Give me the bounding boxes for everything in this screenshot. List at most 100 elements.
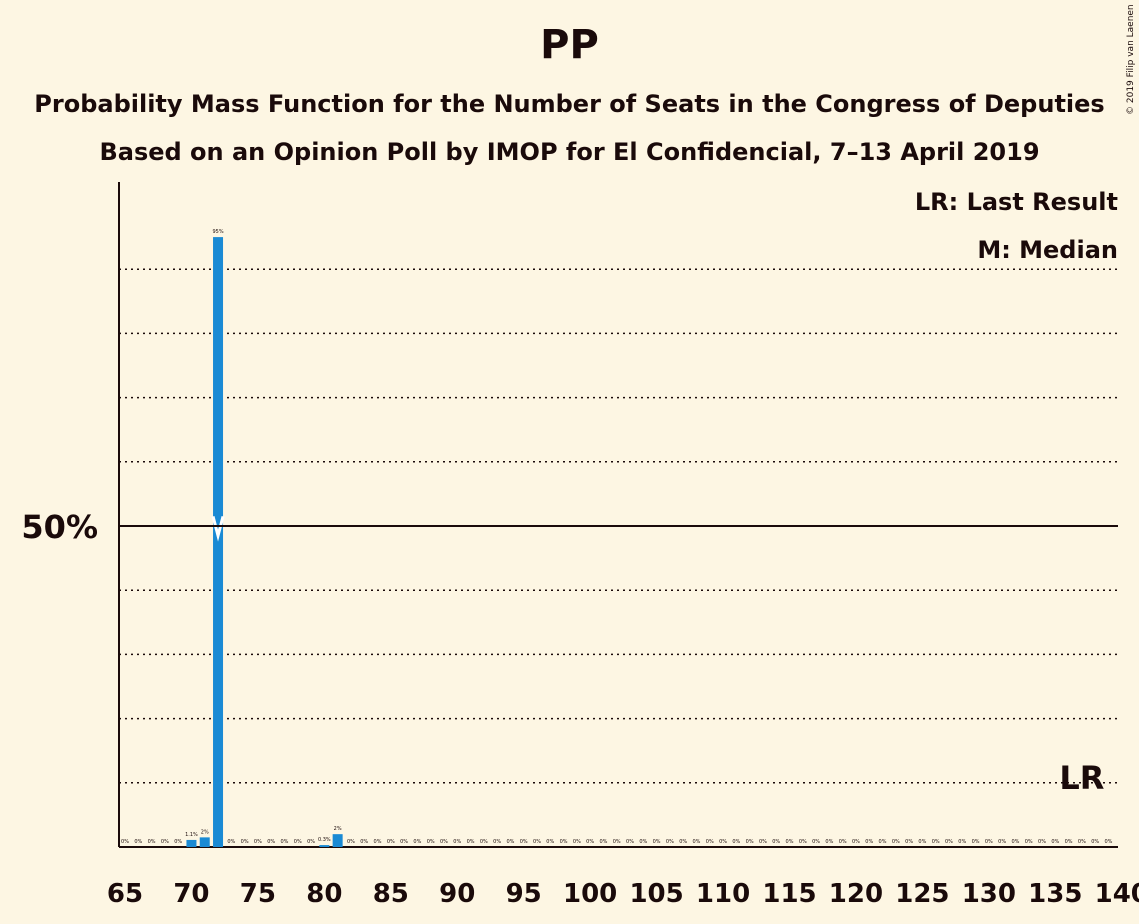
bar-label: 0%: [241, 839, 249, 845]
bar-label: 0%: [254, 839, 262, 845]
bar-label: 0%: [865, 839, 873, 845]
bar-label: 0%: [613, 839, 621, 845]
bar-label: 0%: [294, 839, 302, 845]
bar-label: 0%: [732, 839, 740, 845]
chart-subtitle: Probability Mass Function for the Number…: [34, 90, 1105, 118]
x-tick-label: 80: [306, 879, 342, 909]
bar-label: 0%: [347, 839, 355, 845]
bar-label: 0%: [533, 839, 541, 845]
x-tick-label: 115: [762, 879, 816, 909]
legend-last-result: LR: Last Result: [915, 188, 1118, 216]
bar-label: 0%: [360, 839, 368, 845]
bar: [319, 845, 330, 847]
bar: [199, 837, 210, 847]
bar-label: 0%: [746, 839, 754, 845]
bar-label: 0%: [546, 839, 554, 845]
x-tick-label: 90: [439, 879, 475, 909]
bar-label: 0%: [932, 839, 940, 845]
bar-label: 0%: [506, 839, 514, 845]
bar-label: 0%: [985, 839, 993, 845]
bar-label: 0%: [958, 839, 966, 845]
bar-label: 2%: [201, 829, 209, 835]
bar-label: 0%: [493, 839, 501, 845]
bar-label: 0%: [666, 839, 674, 845]
bar-label: 0%: [1065, 839, 1073, 845]
x-tick-label: 140: [1095, 879, 1139, 909]
bar-label: 0%: [227, 839, 235, 845]
bar-label: 0%: [892, 839, 900, 845]
bar-label: 0%: [1051, 839, 1059, 845]
bar-label: 0%: [400, 839, 408, 845]
bar-label: 0%: [679, 839, 687, 845]
bar-label: 0%: [639, 839, 647, 845]
last-result-marker: LR: [1059, 759, 1104, 797]
x-tick-label: 75: [240, 879, 276, 909]
bar-label: 0%: [281, 839, 289, 845]
bar-label: 0%: [918, 839, 926, 845]
x-tick-label: 85: [373, 879, 409, 909]
x-tick-label: 95: [506, 879, 542, 909]
legend-median: M: Median: [977, 236, 1118, 264]
bar-label: 0%: [1078, 839, 1086, 845]
bar-label: 0%: [453, 839, 461, 845]
y-tick-label: 50%: [21, 508, 98, 546]
bar-label: 0%: [839, 839, 847, 845]
bar-label: 2%: [334, 826, 342, 832]
bar-label: 0%: [972, 839, 980, 845]
bar-label: 0%: [387, 839, 395, 845]
bar: [186, 839, 197, 847]
chart-title: PP: [540, 22, 599, 68]
bar-label: 0%: [374, 839, 382, 845]
bar-label: 0%: [480, 839, 488, 845]
bar-label: 0%: [1025, 839, 1033, 845]
bar-label: 0%: [772, 839, 780, 845]
bar-label: 0%: [759, 839, 767, 845]
bar-label: 0%: [1038, 839, 1046, 845]
bar-label: 0%: [812, 839, 820, 845]
bar-label: 0.3%: [318, 837, 331, 843]
bar-label: 0%: [560, 839, 568, 845]
bar-label: 0%: [307, 839, 315, 845]
bar-label: 0%: [653, 839, 661, 845]
bar-label: 0%: [706, 839, 714, 845]
bar-label: 0%: [520, 839, 528, 845]
bar-label: 0%: [161, 839, 169, 845]
bar-label: 0%: [586, 839, 594, 845]
bar-label: 0%: [693, 839, 701, 845]
bar-label: 0%: [121, 839, 129, 845]
bar-label: 0%: [599, 839, 607, 845]
bar-label: 0%: [1091, 839, 1099, 845]
bar-label: 95%: [212, 229, 223, 235]
bar-label: 0%: [852, 839, 860, 845]
bar: [332, 834, 343, 847]
bar-label: 0%: [1104, 839, 1112, 845]
bar-label: 0%: [413, 839, 421, 845]
x-tick-label: 135: [1028, 879, 1082, 909]
x-tick-label: 100: [563, 879, 617, 909]
bar-label: 0%: [573, 839, 581, 845]
chart-subtitle-source: Based on an Opinion Poll by IMOP for El …: [99, 138, 1040, 166]
x-tick-label: 130: [962, 879, 1016, 909]
bar-label: 0%: [998, 839, 1006, 845]
bar-label: 0%: [134, 839, 142, 845]
bar-label: 0%: [799, 839, 807, 845]
x-tick-label: 110: [696, 879, 750, 909]
bar-label: 0%: [467, 839, 475, 845]
bar-label: 0%: [879, 839, 887, 845]
bar-label: 0%: [440, 839, 448, 845]
bar-label: 0%: [148, 839, 156, 845]
bar-label: 0%: [786, 839, 794, 845]
bar-label: 0%: [825, 839, 833, 845]
bar-label: 1.1%: [185, 832, 198, 838]
x-tick-label: 70: [173, 879, 209, 909]
bar-label: 0%: [267, 839, 275, 845]
x-tick-label: 105: [629, 879, 683, 909]
bar-label: 0%: [427, 839, 435, 845]
x-tick-label: 65: [107, 879, 143, 909]
bar-label: 0%: [1011, 839, 1019, 845]
x-tick-label: 120: [829, 879, 883, 909]
bar-label: 0%: [626, 839, 634, 845]
x-tick-label: 125: [895, 879, 949, 909]
bar-label: 0%: [905, 839, 913, 845]
